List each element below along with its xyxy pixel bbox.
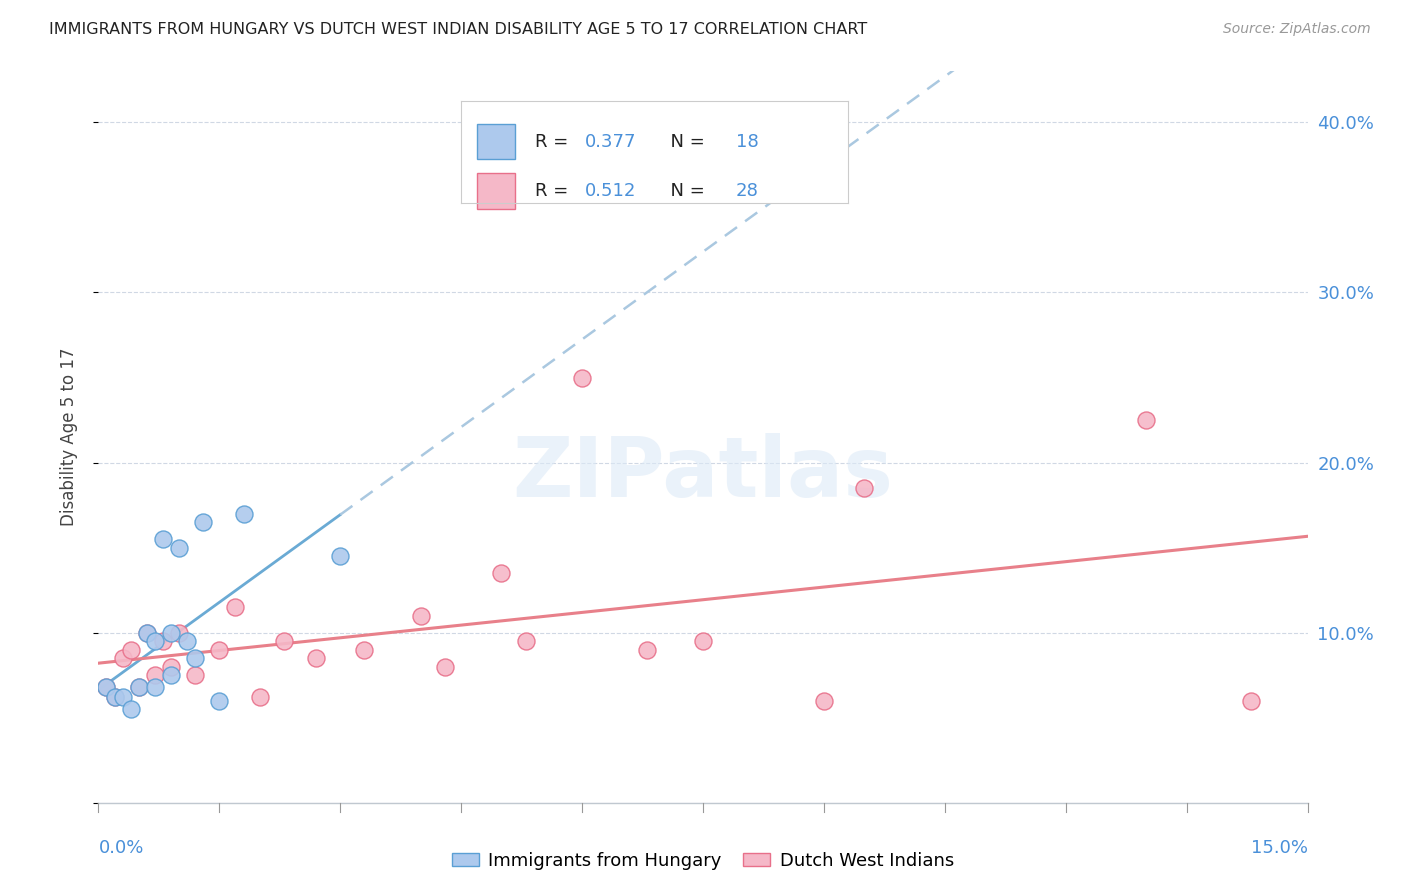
Point <box>273 634 295 648</box>
Point <box>160 659 183 673</box>
Text: Source: ZipAtlas.com: Source: ZipAtlas.com <box>1223 22 1371 37</box>
Point <box>353 642 375 657</box>
Point <box>111 690 134 705</box>
Point <box>1135 413 1157 427</box>
Point <box>491 566 513 581</box>
Point <box>1240 694 1263 708</box>
Point <box>152 532 174 546</box>
Point <box>167 625 190 640</box>
Point <box>571 370 593 384</box>
Point <box>434 659 457 673</box>
Point <box>853 481 876 495</box>
Point <box>111 651 134 665</box>
Point <box>143 680 166 694</box>
Point <box>167 541 190 555</box>
Point <box>120 642 142 657</box>
Point <box>152 634 174 648</box>
Point <box>409 608 432 623</box>
Point <box>636 642 658 657</box>
Point <box>249 690 271 705</box>
Point <box>103 690 125 705</box>
Point <box>135 625 157 640</box>
Point <box>160 668 183 682</box>
Point <box>329 549 352 563</box>
Text: IMMIGRANTS FROM HUNGARY VS DUTCH WEST INDIAN DISABILITY AGE 5 TO 17 CORRELATION : IMMIGRANTS FROM HUNGARY VS DUTCH WEST IN… <box>49 22 868 37</box>
Text: 0.0%: 0.0% <box>98 839 143 857</box>
Point <box>135 625 157 640</box>
Point <box>143 668 166 682</box>
Point <box>160 625 183 640</box>
Point <box>193 515 215 529</box>
Point <box>184 651 207 665</box>
Point <box>305 651 328 665</box>
Point <box>232 507 254 521</box>
Point <box>96 680 118 694</box>
Point <box>120 702 142 716</box>
Y-axis label: Disability Age 5 to 17: Disability Age 5 to 17 <box>59 348 77 526</box>
Text: 15.0%: 15.0% <box>1250 839 1308 857</box>
Point <box>128 680 150 694</box>
Legend: Immigrants from Hungary, Dutch West Indians: Immigrants from Hungary, Dutch West Indi… <box>446 845 960 877</box>
Point <box>143 634 166 648</box>
Point <box>103 690 125 705</box>
Point <box>515 634 537 648</box>
Point <box>96 680 118 694</box>
Point <box>176 634 198 648</box>
Point <box>692 634 714 648</box>
Point <box>184 668 207 682</box>
Point <box>128 680 150 694</box>
Point <box>208 694 231 708</box>
Point <box>813 694 835 708</box>
Point <box>208 642 231 657</box>
Text: ZIPatlas: ZIPatlas <box>513 434 893 514</box>
Point <box>224 600 246 615</box>
